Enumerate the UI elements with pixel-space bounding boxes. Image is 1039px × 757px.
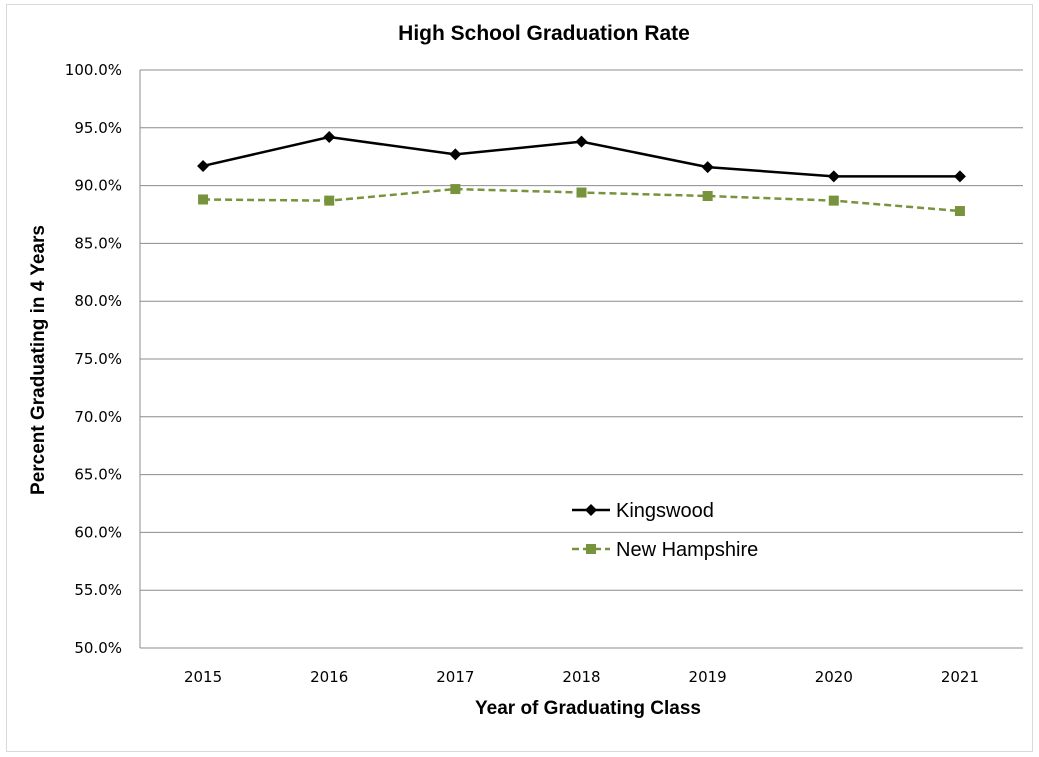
legend-label: Kingswood (616, 500, 714, 522)
y-tick-label: 55.0% (74, 581, 122, 599)
data-point-marker (450, 184, 461, 195)
x-tick-label: 2021 (941, 668, 979, 686)
series-kingswood (197, 131, 966, 183)
y-axis-title: Percent Graduating in 4 Years (28, 225, 49, 495)
y-tick-label: 70.0% (74, 408, 122, 426)
data-point-marker (575, 135, 588, 148)
data-point-marker (702, 191, 713, 202)
series-new-hampshire (198, 184, 965, 217)
y-tick-label: 80.0% (74, 292, 122, 310)
data-point-marker (198, 194, 209, 205)
data-point-marker (701, 161, 714, 174)
legend-swatch-marker (586, 544, 596, 554)
x-tick-label: 2018 (562, 668, 600, 686)
y-tick-label: 90.0% (74, 177, 122, 195)
series-layer (197, 131, 966, 217)
data-point-marker (954, 206, 965, 217)
y-tick-label: 85.0% (74, 234, 122, 252)
legend-item: New Hampshire (572, 539, 758, 561)
y-tick-label: 60.0% (74, 523, 122, 541)
y-axis-ticks: 50.0% 55.0% 60.0% 65.0% 70.0% 75.0% 80.0% 85.0%… (65, 61, 122, 657)
data-point-marker (953, 170, 966, 183)
chart-title: High School Graduation Rate (398, 22, 690, 45)
x-axis-title: Year of Graduating Class (475, 698, 701, 719)
data-point-marker (828, 195, 839, 206)
data-point-marker (324, 195, 335, 206)
x-axis-ticks: 2015 2016 2017 2018 2019 2020 2021 (184, 668, 979, 686)
x-tick-label: 2020 (815, 668, 853, 686)
chart-frame (6, 4, 1033, 752)
y-tick-label: 75.0% (74, 350, 122, 368)
legend-label: New Hampshire (616, 539, 758, 561)
y-tick-label: 65.0% (74, 466, 122, 484)
data-point-marker (197, 159, 210, 172)
legend: Kingswood New Hampshire (572, 500, 758, 561)
legend-swatch-marker (585, 504, 597, 516)
x-tick-label: 2019 (689, 668, 727, 686)
y-tick-label: 100.0% (65, 61, 122, 79)
data-point-marker (323, 131, 336, 144)
data-point-marker (449, 148, 462, 161)
y-tick-label: 95.0% (74, 119, 122, 137)
x-tick-label: 2016 (310, 668, 348, 686)
legend-item: Kingswood (572, 500, 714, 522)
gridlines (139, 69, 1023, 649)
data-point-marker (576, 187, 587, 198)
x-tick-label: 2017 (436, 668, 474, 686)
data-point-marker (827, 170, 840, 183)
y-tick-label: 50.0% (74, 639, 122, 657)
x-tick-label: 2015 (184, 668, 222, 686)
